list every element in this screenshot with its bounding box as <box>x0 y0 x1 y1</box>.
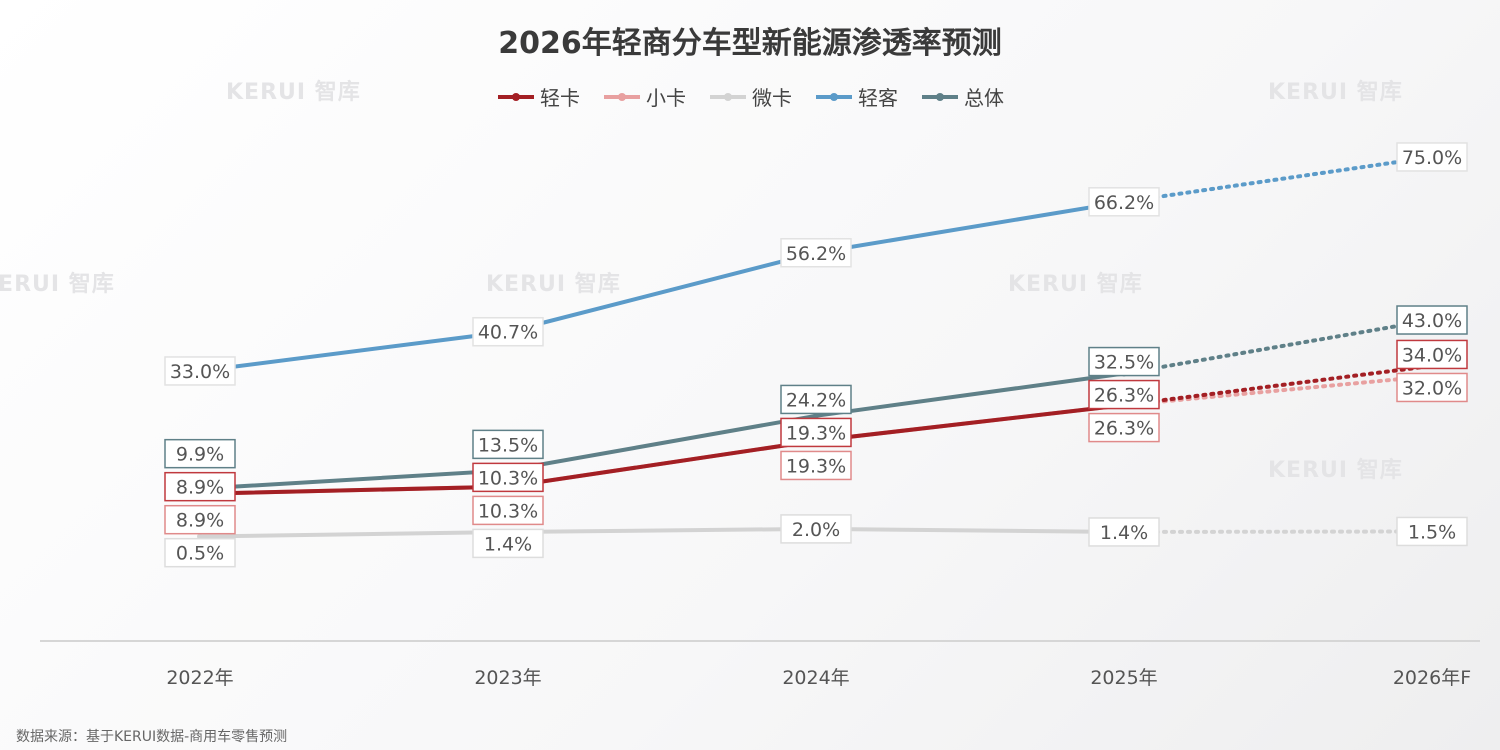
data-label: 40.7% <box>478 322 538 344</box>
data-label-box <box>1396 339 1468 370</box>
series-forecast-line <box>1122 374 1434 408</box>
data-label: 1.4% <box>1100 522 1148 544</box>
data-label: 66.2% <box>1094 192 1154 214</box>
data-label-box <box>164 537 236 568</box>
legend-item: 轻客 <box>814 82 898 111</box>
data-label-box <box>1088 346 1160 377</box>
series-forecast-line <box>1122 154 1434 204</box>
legend: 轻卡 小卡 微卡 轻客 总体 <box>0 82 1500 111</box>
legend-label: 总体 <box>964 86 1004 110</box>
legend-label: 轻客 <box>858 86 898 110</box>
data-label-box <box>780 417 852 448</box>
data-label-box <box>1396 372 1468 403</box>
data-label: 10.3% <box>478 500 538 522</box>
watermark: KERUI 智库 <box>486 272 621 297</box>
data-label: 8.9% <box>176 510 224 532</box>
legend-item: 微卡 <box>708 82 792 111</box>
series-forecast-line <box>1122 363 1434 408</box>
x-tick-label: 2026年F <box>1393 667 1471 689</box>
legend-item: 总体 <box>920 82 1004 111</box>
watermark: KERUI 智库 <box>1268 80 1403 105</box>
data-label-box <box>1088 517 1160 547</box>
x-tick-label: 2022年 <box>166 667 233 689</box>
data-label-box <box>1088 379 1160 410</box>
data-label: 26.3% <box>1094 418 1154 440</box>
watermark: KERUI 智库 <box>0 272 115 297</box>
series-line <box>199 371 1125 491</box>
data-label: 32.0% <box>1402 377 1462 399</box>
chart-title: 2026年轻商分车型新能源渗透率预测 <box>498 26 1002 61</box>
data-point <box>813 412 819 419</box>
data-label-box <box>472 462 544 493</box>
data-label: 32.5% <box>1094 352 1154 374</box>
x-tick-label: 2024年 <box>782 667 849 689</box>
series-line <box>199 199 1125 373</box>
data-label-box <box>1088 187 1160 217</box>
data-label: 1.5% <box>1408 521 1456 543</box>
data-label: 8.9% <box>176 477 224 499</box>
data-label-box <box>472 528 544 559</box>
watermark: KERUI 智库 <box>226 80 361 105</box>
legend-label: 轻卡 <box>540 86 580 110</box>
data-label: 34.0% <box>1402 344 1462 366</box>
data-label: 10.3% <box>478 467 538 489</box>
data-label: 0.5% <box>176 543 224 565</box>
series-line <box>199 403 1125 496</box>
data-label-box <box>472 495 544 526</box>
data-source: 数据来源：基于KERUI数据-商用车零售预测 <box>16 729 288 745</box>
data-label: 43.0% <box>1402 310 1462 332</box>
data-label: 24.2% <box>786 389 846 411</box>
x-tick-label: 2023年 <box>474 667 541 689</box>
data-label-box <box>164 471 236 502</box>
data-label-box <box>780 384 852 415</box>
data-label-box <box>780 514 852 544</box>
data-label-box <box>1396 305 1468 335</box>
data-label: 56.2% <box>786 243 846 265</box>
data-label: 33.0% <box>170 361 230 383</box>
data-label-box <box>472 316 544 347</box>
data-label-box <box>164 356 236 386</box>
legend-marker-icon <box>604 92 640 101</box>
legend-marker-icon <box>922 92 958 101</box>
series-forecast-line <box>1122 318 1434 376</box>
watermark: KERUI 智库 <box>1268 458 1403 483</box>
data-label: 19.3% <box>786 455 846 477</box>
data-label-box <box>1088 412 1160 443</box>
legend-item: 小卡 <box>602 82 686 111</box>
data-label-box <box>780 238 852 268</box>
legend-label: 微卡 <box>752 86 792 110</box>
data-label-box <box>1396 142 1468 172</box>
data-label: 26.3% <box>1094 385 1154 407</box>
data-label: 9.9% <box>176 444 224 466</box>
series-line <box>199 526 1125 539</box>
legend-label: 小卡 <box>646 86 686 110</box>
legend-marker-icon <box>710 92 746 101</box>
data-label-box <box>780 450 852 481</box>
legend-item: 轻卡 <box>496 82 580 111</box>
data-label-box <box>472 429 544 460</box>
watermark: KERUI 智库 <box>1008 272 1143 297</box>
data-label: 75.0% <box>1402 147 1462 169</box>
data-label-box <box>164 438 236 469</box>
data-label-box <box>164 504 236 535</box>
series-forecast-line <box>1122 529 1434 534</box>
legend-marker-icon <box>816 92 852 101</box>
data-label: 1.4% <box>484 533 532 555</box>
data-label: 13.5% <box>478 434 538 456</box>
data-label-box <box>1396 516 1468 547</box>
data-label: 19.3% <box>786 422 846 444</box>
x-tick-label: 2025年 <box>1090 667 1157 689</box>
legend-marker-icon <box>498 92 534 101</box>
data-label: 2.0% <box>792 519 840 541</box>
